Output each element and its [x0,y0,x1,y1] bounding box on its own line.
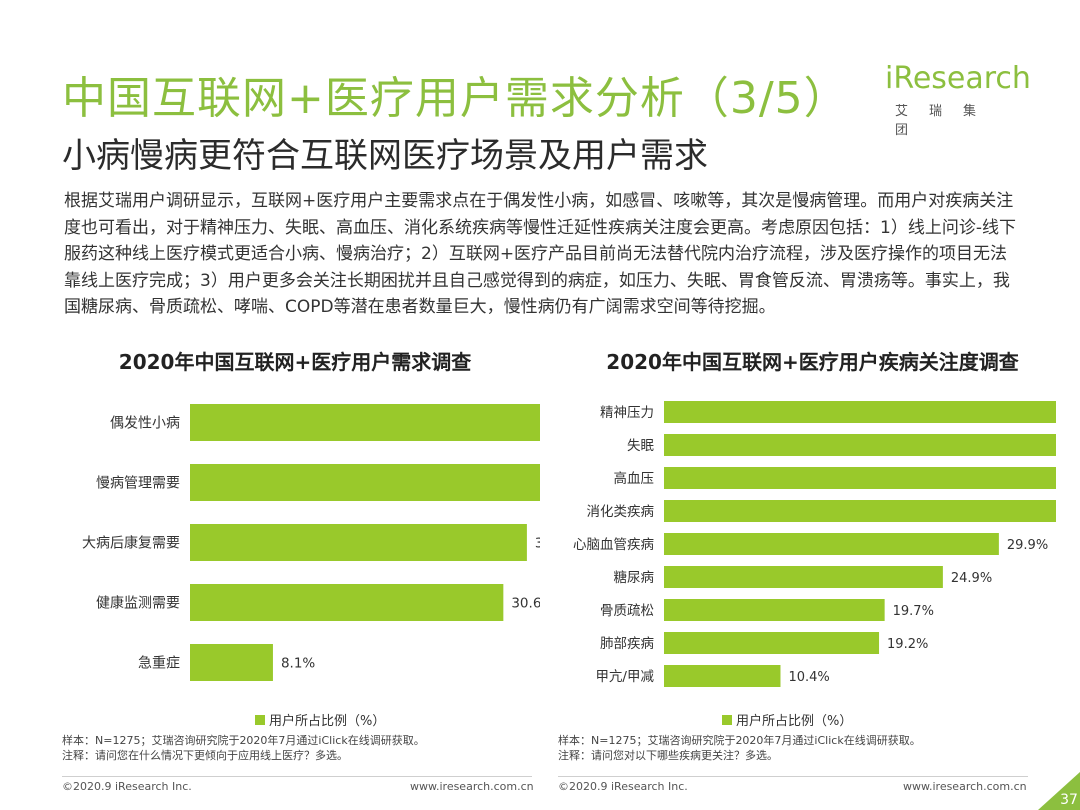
bar-1-5 [664,566,943,588]
legend-swatch-1 [722,715,732,725]
chart1-note-question: 注释：请问您在什么情况下更倾向于应用线上医疗？多选。 [62,749,348,762]
logo-brand: iResearch [885,61,1031,96]
category-label-1-2: 高血压 [614,470,655,487]
legend-swatch-0 [255,715,265,725]
category-label-1-1: 失眠 [627,438,655,454]
page-number-tab: 37 [1038,772,1080,810]
bar-1-3 [664,500,1056,522]
category-label-1-6: 骨质疏松 [600,603,654,619]
bar-1-1 [664,434,1056,456]
bar-1-2 [664,467,1056,489]
chart1-title: 2020年中国互联网+医疗用户需求调查 [118,350,472,374]
footer-url-right[interactable]: www.iresearch.com.cn [903,780,1027,793]
footer-divider-left [62,776,532,777]
category-label-0-3: 健康监测需要 [96,595,180,612]
category-label-0-2: 大病后康复需要 [82,535,180,552]
category-label-1-5: 糖尿病 [614,570,655,586]
value-label-1-7: 19.2% [887,637,928,652]
bar-0-4 [190,644,273,681]
demand-bar-chart: 偶发性小病45.6%慢病管理需要41.6%大病后康复需要32.9%健康监测需要3… [82,404,540,729]
bar-0-3 [190,584,504,621]
value-label-1-6: 19.7% [893,604,934,619]
bar-0-1 [190,464,540,501]
bar-1-8 [664,665,781,687]
page-subtitle: 小病慢病更符合互联网医疗场景及用户需求 [62,136,708,176]
category-label-1-4: 心脑血管疾病 [573,537,654,553]
category-label-0-1: 慢病管理需要 [96,475,180,492]
legend-label-1: 用户所占比例（%） [736,713,852,729]
page-number: 37 [1060,792,1078,808]
footer-copyright-left: ©2020.9 iResearch Inc. [62,780,192,793]
category-label-1-8: 甲亢/甲减 [595,668,654,685]
bar-0-0 [190,404,540,441]
value-label-1-5: 24.9% [951,571,992,586]
chart2-note-question: 注释：请问您对以下哪些疾病更关注？多选。 [558,749,778,762]
chart2-note-sample: 样本：N=1275；艾瑞咨询研究院于2020年7月通过iClick在线调研获取。 [558,734,921,747]
iresearch-logo: iResearch 艾瑞集团 [885,61,1031,139]
category-label-1-7: 肺部疾病 [600,636,654,652]
chart1-note-sample: 样本：N=1275；艾瑞咨询研究院于2020年7月通过iClick在线调研获取。 [62,734,425,747]
category-label-1-0: 精神压力 [600,405,654,421]
footer-url-left[interactable]: www.iresearch.com.cn [410,780,534,793]
footer-divider-right [558,776,1028,777]
chart2-title: 2020年中国互联网+医疗用户疾病关注度调查 [606,350,1019,374]
legend-label-0: 用户所占比例（%） [269,713,385,729]
category-label-1-3: 消化类疾病 [587,504,655,520]
category-label-0-4: 急重症 [138,656,180,672]
page-number-shape [1038,772,1080,810]
bar-0-2 [190,524,527,561]
page-title: 中国互联网+医疗用户需求分析（3/5） [62,73,849,124]
bar-1-7 [664,632,880,654]
bar-1-0 [664,401,1056,423]
value-label-1-8: 10.4% [788,670,829,685]
logo-sub: 艾瑞集团 [895,104,998,138]
bar-1-6 [664,599,885,621]
intro-paragraph: 根据艾瑞用户调研显示，互联网+医疗用户主要需求点在于偶发性小病，如感冒、咳嗽等，… [64,191,1016,317]
category-label-0-0: 偶发性小病 [110,416,180,432]
value-label-0-2: 32.9% [535,536,540,552]
value-label-0-4: 8.1% [281,656,315,672]
bar-1-4 [664,533,999,555]
value-label-1-4: 29.9% [1007,538,1048,553]
footer-copyright-right: ©2020.9 iResearch Inc. [558,780,688,793]
disease-attention-bar-chart: 精神压力42.0%失眠41.9%高血压40.5%消化类疾病40.9%心脑血管疾病… [573,401,1056,729]
value-label-0-3: 30.6% [511,596,540,612]
